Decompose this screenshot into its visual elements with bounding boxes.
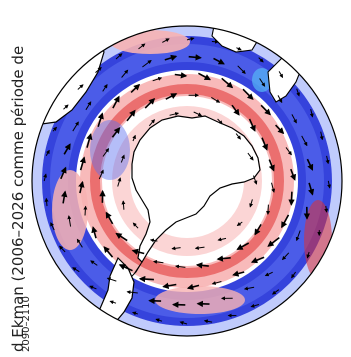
vector-arrow (291, 192, 292, 205)
positive-anomaly-patch (304, 200, 332, 280)
vector-arrow (189, 57, 201, 58)
vector-arrow (212, 42, 218, 43)
period-label: 2090–2110 (21, 296, 32, 352)
positive-anomaly-patch (52, 170, 88, 250)
vector-arrow (85, 206, 86, 215)
vector-arrow (46, 199, 47, 207)
negative-anomaly-patch (90, 120, 130, 180)
positive-anomaly-patch (155, 286, 245, 314)
vector-arrow (140, 279, 154, 280)
positive-anomaly-patch (110, 30, 190, 54)
vector-arrow (123, 201, 124, 210)
vector-arrow (268, 205, 269, 215)
